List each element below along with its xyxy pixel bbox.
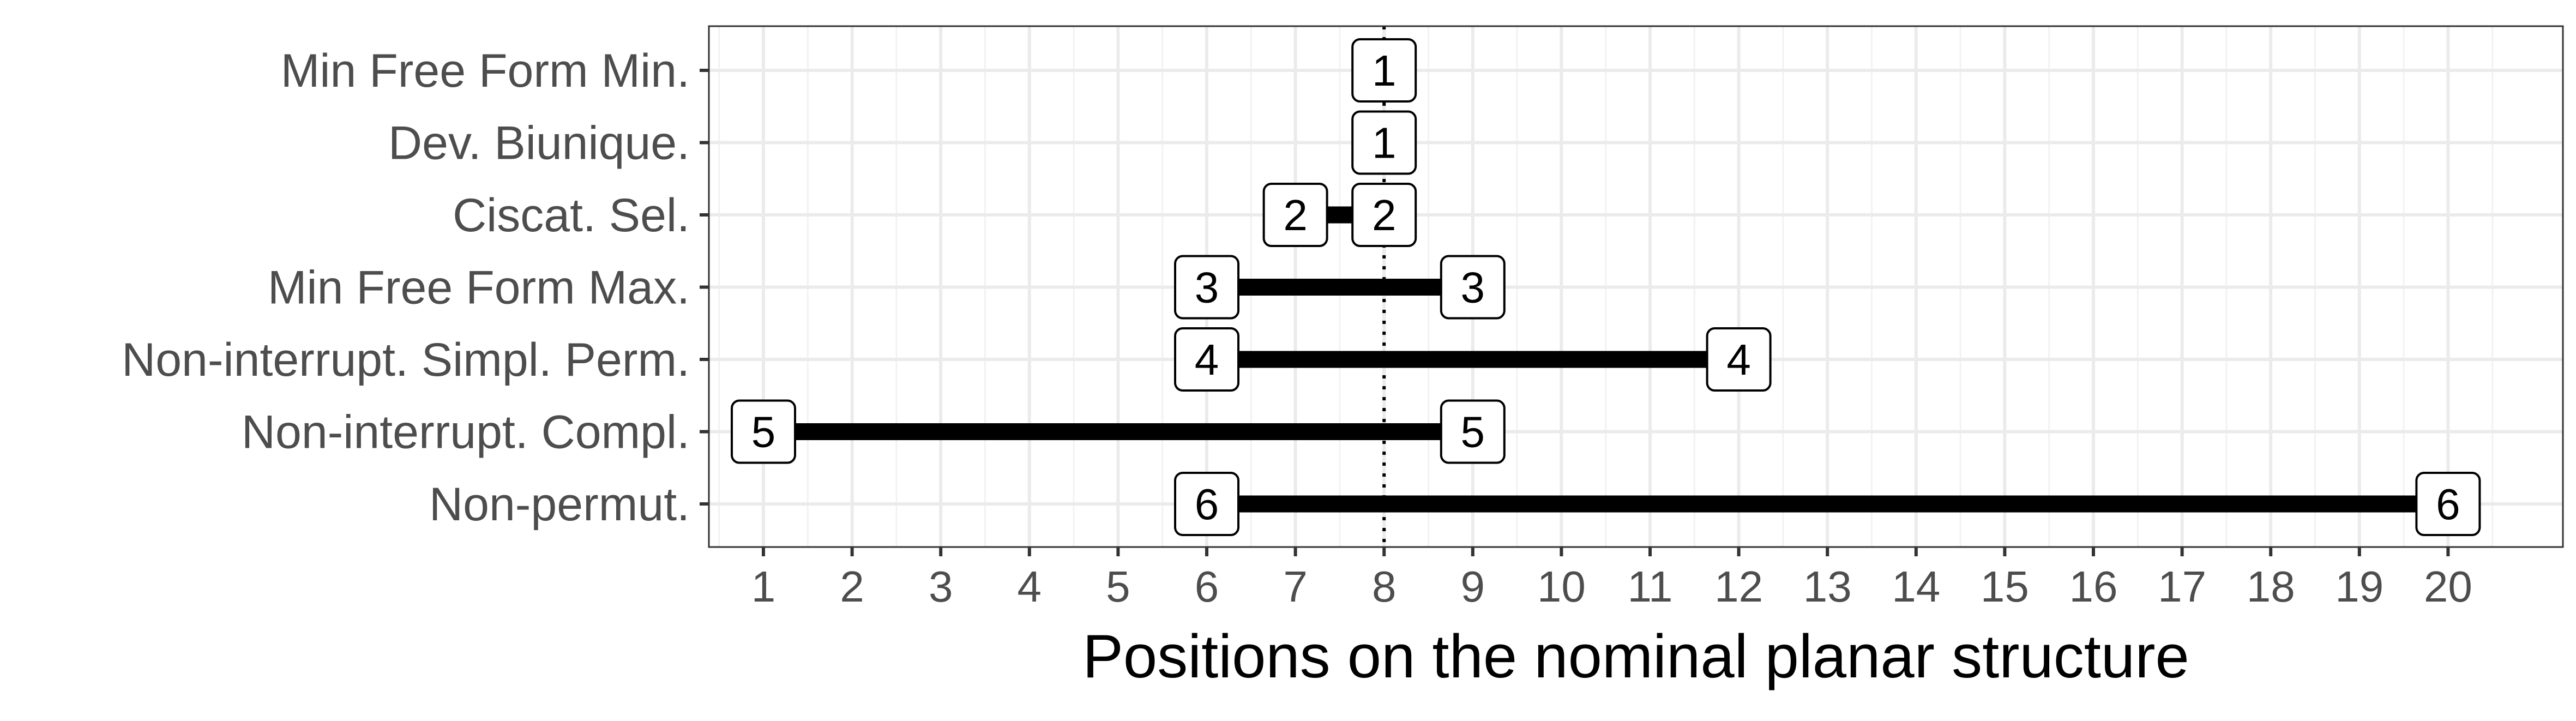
endpoint-label: 5 — [731, 399, 796, 464]
x-tick-label: 6 — [1195, 562, 1219, 611]
endpoint-label: 1 — [1351, 110, 1417, 175]
endpoint-label-box — [1440, 255, 1506, 320]
endpoint-label-text: 5 — [751, 408, 776, 456]
x-tick-label: 5 — [1106, 562, 1130, 611]
x-tick-label: 8 — [1372, 562, 1397, 611]
endpoint-label-text: 5 — [1461, 408, 1485, 456]
endpoint-label-box — [1440, 399, 1506, 464]
x-tick-label: 3 — [929, 562, 953, 611]
y-tick-label: Ciscat. Sel. — [453, 189, 690, 242]
x-tick-label: 14 — [1892, 562, 1940, 611]
endpoint-label-box — [1706, 327, 1772, 392]
endpoint-label-text: 2 — [1283, 191, 1308, 239]
endpoint-label: 3 — [1440, 255, 1506, 320]
endpoint-label: 5 — [1440, 399, 1506, 464]
endpoint-label-box — [1351, 110, 1417, 175]
x-axis: 1 2 3 4 5 6 7 8 9 10 11 12 13 14 15 16 17 18 19 20 — [751, 547, 2472, 611]
endpoint-label: 3 — [1174, 255, 1239, 320]
y-tick-label: Min Free Form Min. — [281, 45, 690, 97]
x-tick-label: 1 — [751, 562, 776, 611]
endpoint-label-text: 6 — [1195, 480, 1219, 528]
x-tick-label: 2 — [840, 562, 864, 611]
endpoint-label-text: 1 — [1372, 46, 1397, 95]
endpoint-label-box — [1174, 472, 1239, 536]
endpoint-label-box — [2415, 472, 2481, 536]
endpoint-label: 4 — [1706, 327, 1772, 392]
x-tick-label: 18 — [2247, 562, 2295, 611]
endpoint-label-box — [1174, 255, 1239, 320]
x-tick-label: 15 — [1981, 562, 2029, 611]
endpoint-label: 6 — [2415, 472, 2481, 536]
x-tick-label: 17 — [2158, 562, 2206, 611]
endpoint-label-text: 4 — [1726, 335, 1751, 384]
x-tick-label: 13 — [1803, 562, 1852, 611]
x-tick-label: 16 — [2069, 562, 2118, 611]
y-tick-label: Non-interrupt. Simpl. Perm. — [122, 334, 690, 386]
endpoint-label-box — [1262, 183, 1328, 247]
y-tick-label: Non-permut. — [429, 478, 690, 531]
endpoint-label: 4 — [1174, 327, 1239, 392]
endpoint-label-text: 3 — [1195, 263, 1219, 312]
x-axis-title: Positions on the nominal planar structur… — [1082, 622, 2189, 690]
x-tick-label: 4 — [1018, 562, 1042, 611]
endpoint-label: 6 — [1174, 472, 1239, 536]
endpoint-label: 1 — [1351, 38, 1417, 103]
x-tick-label: 9 — [1461, 562, 1485, 611]
y-tick-label: Dev. Biunique. — [388, 117, 690, 170]
x-tick-label: 10 — [1537, 562, 1586, 611]
y-axis: Min Free Form Min. Dev. Biunique. Ciscat. … — [122, 45, 709, 531]
endpoint-label-text: 6 — [2436, 480, 2460, 528]
endpoint-label-box — [1174, 327, 1239, 392]
endpoint-label-text: 3 — [1461, 263, 1485, 312]
x-tick-label: 20 — [2424, 562, 2472, 611]
x-tick-label: 11 — [1627, 562, 1672, 611]
endpoint-label-text: 2 — [1372, 191, 1397, 239]
endpoint-label-box — [1351, 38, 1417, 103]
endpoint-label-text: 1 — [1372, 119, 1397, 167]
y-tick-label: Min Free Form Max. — [268, 262, 690, 314]
endpoint-label-box — [731, 399, 796, 464]
range-bars — [763, 206, 2448, 513]
endpoint-label: 2 — [1351, 183, 1417, 247]
endpoint-label-box — [1351, 183, 1417, 247]
endpoint-labels: 1 1 2 2 3 3 4 4 5 5 6 6 — [731, 38, 2481, 536]
x-tick-label: 7 — [1283, 562, 1308, 611]
endpoint-label: 2 — [1262, 183, 1328, 247]
x-tick-label: 19 — [2335, 562, 2384, 611]
x-tick-label: 12 — [1714, 562, 1763, 611]
endpoint-label-text: 4 — [1195, 335, 1219, 384]
y-tick-label: Non-interrupt. Compl. — [242, 406, 690, 459]
